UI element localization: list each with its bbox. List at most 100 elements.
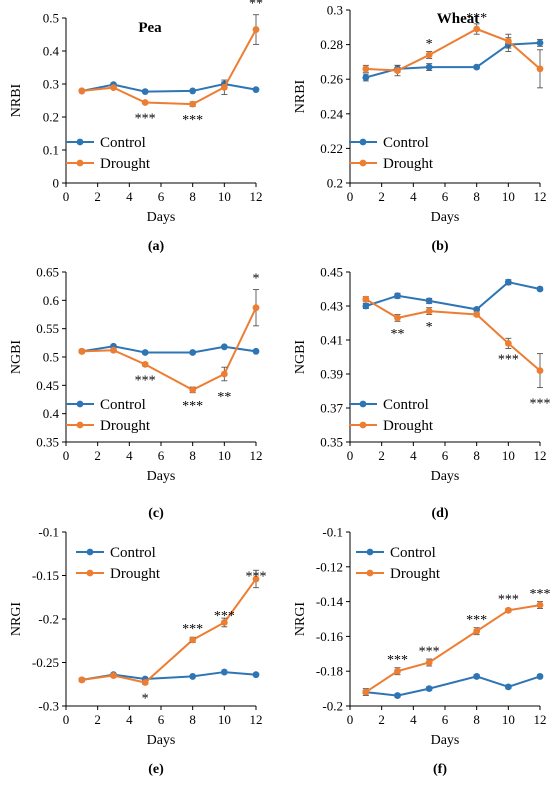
y-axis-label: NGBI	[293, 340, 308, 375]
x-tick-label: 2	[94, 189, 101, 204]
y-tick-label: 0.2	[327, 176, 343, 191]
significance-label: ***	[530, 397, 550, 412]
data-point	[394, 314, 401, 322]
data-point	[189, 349, 197, 356]
legend-entry-drought: Drought	[66, 156, 151, 172]
data-point	[141, 88, 149, 95]
y-axis-label: NRGI	[293, 602, 308, 637]
significance-label: ***	[182, 622, 203, 637]
data-point	[536, 673, 544, 680]
series-drought	[78, 14, 260, 108]
y-tick-label: 0.35	[36, 435, 59, 450]
series-line	[365, 27, 541, 72]
x-tick-label: 6	[158, 712, 165, 727]
data-point	[473, 63, 481, 71]
series-line	[81, 82, 257, 93]
data-point	[220, 83, 228, 91]
y-tick-label: 0.6	[43, 293, 60, 308]
y-tick-label: -0.2	[38, 612, 59, 627]
x-axis-label: Days	[147, 210, 176, 225]
y-tick-label: 0.65	[36, 265, 59, 280]
data-point	[362, 295, 370, 303]
data-point	[473, 627, 481, 635]
legend-entry-drought: Drought	[349, 418, 434, 434]
y-axis-label: NGBI	[9, 340, 24, 375]
significance-label: ***	[135, 373, 156, 388]
significance-label: ***	[419, 645, 440, 660]
x-tick-label: 8	[189, 712, 196, 727]
legend-swatch-marker	[86, 569, 94, 577]
legend-label: Drought	[390, 566, 441, 582]
x-tick-label: 12	[250, 712, 263, 727]
x-tick-label: 4	[410, 448, 417, 463]
data-point	[536, 39, 544, 47]
significance-label: *	[142, 692, 149, 707]
x-tick-label: 10	[218, 189, 231, 204]
data-point	[110, 672, 117, 679]
data-point	[473, 311, 481, 318]
series-drought	[78, 569, 260, 686]
data-point	[252, 26, 260, 33]
significance-label: ***	[530, 587, 550, 602]
y-tick-label: -0.15	[32, 568, 59, 583]
legend-entry-control: Control	[349, 135, 429, 151]
significance-label: ***	[214, 609, 235, 624]
data-point	[362, 302, 370, 310]
data-point	[78, 676, 86, 684]
panel-label: (d)	[431, 506, 448, 521]
x-tick-label: 0	[63, 712, 70, 727]
x-tick-label: 0	[347, 448, 354, 463]
panel-label: (b)	[431, 239, 448, 254]
x-tick-label: 2	[94, 712, 101, 727]
significance-label: ***	[135, 111, 156, 126]
y-tick-label: -0.3	[38, 699, 59, 714]
data-point	[220, 343, 228, 351]
data-point	[425, 51, 433, 59]
legend-label: Control	[390, 545, 436, 561]
legend-entry-control: Control	[356, 545, 436, 561]
y-tick-label: 0.22	[320, 141, 343, 156]
legend-swatch-marker	[76, 138, 84, 146]
data-point	[504, 606, 512, 614]
x-tick-label: 2	[94, 448, 101, 463]
y-tick-label: -0.18	[316, 664, 343, 679]
chart-panel-e: -0.3 -0.25 -0.2 -0.15 -0.1 0 2 4 6 8 10 12 Days NRGI (…	[9, 525, 267, 778]
x-tick-label: 2	[378, 712, 385, 727]
y-tick-label: 0.3	[327, 3, 343, 18]
x-axis-label: Days	[431, 733, 460, 748]
legend-swatch-marker	[86, 548, 94, 556]
legend-label: Control	[100, 135, 146, 151]
y-tick-label: 0.45	[36, 378, 59, 393]
data-point	[189, 87, 197, 95]
data-point	[189, 100, 197, 108]
legend-swatch-marker	[366, 569, 374, 577]
legend-entry-control: Control	[66, 135, 146, 151]
legend-swatch-marker	[359, 159, 367, 167]
legend-swatch-marker	[76, 421, 84, 429]
panel-label: (e)	[148, 762, 164, 777]
x-tick-label: 10	[218, 712, 231, 727]
x-tick-label: 2	[378, 189, 385, 204]
significance-label: *	[426, 320, 433, 335]
data-point	[425, 297, 433, 305]
x-tick-label: 12	[250, 189, 263, 204]
y-tick-label: 0	[53, 176, 60, 191]
chart-panel-c: 0.35 0.4 0.45 0.5 0.55 0.6 0.65 0 2 4 6 8 10 12 Days NG…	[9, 265, 263, 522]
x-tick-label: 6	[158, 189, 165, 204]
legend-swatch-marker	[359, 400, 367, 408]
y-tick-label: 0.26	[320, 72, 343, 87]
y-tick-label: 0.43	[320, 299, 343, 314]
series-control	[362, 37, 544, 82]
y-tick-label: 0.24	[320, 106, 343, 121]
significance-label: ***	[466, 11, 487, 26]
x-tick-label: 0	[63, 189, 70, 204]
series-line	[81, 307, 257, 391]
data-point	[425, 307, 433, 315]
legend-entry-control: Control	[76, 545, 156, 561]
data-point	[252, 671, 260, 679]
series-control	[78, 342, 260, 356]
x-tick-label: 6	[442, 189, 449, 204]
x-tick-label: 12	[534, 448, 547, 463]
x-tick-label: 12	[534, 189, 547, 204]
